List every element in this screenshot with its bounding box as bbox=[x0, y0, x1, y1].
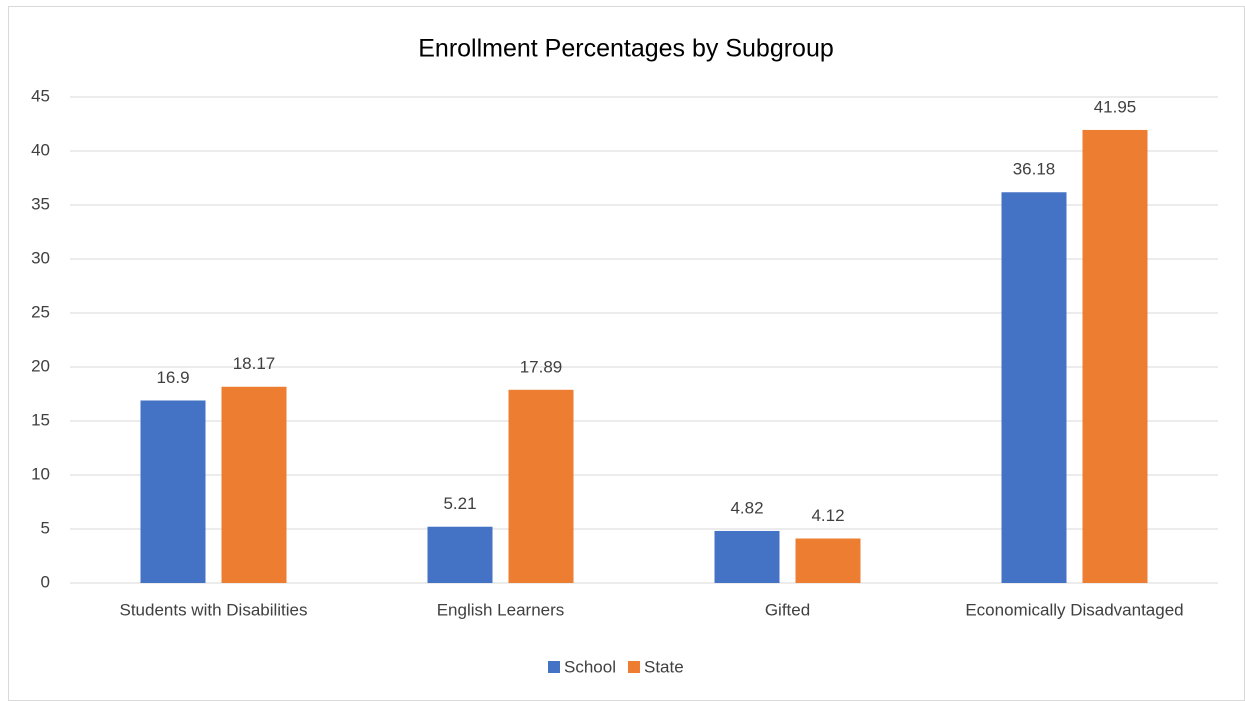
bar bbox=[1082, 129, 1148, 583]
bar bbox=[1001, 192, 1067, 584]
x-tick-label: Gifted bbox=[765, 600, 810, 619]
bar bbox=[714, 530, 780, 583]
chart-title: Enrollment Percentages by Subgroup bbox=[418, 35, 834, 63]
x-tick-label: Economically Disadvantaged bbox=[965, 600, 1183, 619]
bar bbox=[140, 400, 206, 583]
data-label: 4.12 bbox=[811, 506, 844, 525]
x-tick-label: English Learners bbox=[437, 600, 565, 619]
y-tick-label: 25 bbox=[31, 302, 50, 321]
data-label: 16.9 bbox=[156, 368, 189, 387]
y-tick-label: 30 bbox=[31, 248, 50, 267]
y-tick-label: 20 bbox=[31, 356, 50, 375]
bar bbox=[795, 538, 861, 583]
data-label: 5.21 bbox=[443, 494, 476, 513]
data-label: 17.89 bbox=[520, 357, 563, 376]
data-label: 41.95 bbox=[1094, 97, 1137, 116]
bar bbox=[221, 386, 287, 583]
y-tick-label: 40 bbox=[31, 140, 50, 159]
legend-label: School bbox=[564, 657, 616, 676]
y-tick-label: 0 bbox=[41, 572, 50, 591]
bar bbox=[427, 526, 493, 583]
y-tick-label: 5 bbox=[41, 518, 50, 537]
data-label: 18.17 bbox=[233, 354, 276, 373]
bar bbox=[508, 389, 574, 583]
y-tick-label: 35 bbox=[31, 194, 50, 213]
legend-swatch bbox=[548, 661, 560, 673]
y-tick-label: 45 bbox=[31, 86, 50, 105]
data-label: 4.82 bbox=[730, 498, 763, 517]
x-tick-label: Students with Disabilities bbox=[119, 600, 307, 619]
y-tick-label: 10 bbox=[31, 464, 50, 483]
data-label: 36.18 bbox=[1013, 160, 1056, 179]
legend-swatch bbox=[627, 661, 640, 673]
y-tick-label: 15 bbox=[31, 410, 50, 429]
legend-label: State bbox=[644, 657, 684, 676]
